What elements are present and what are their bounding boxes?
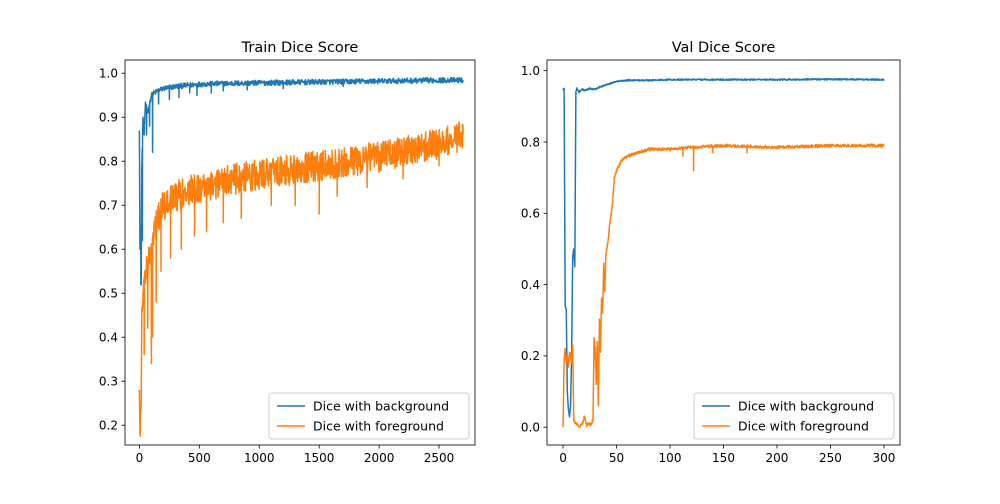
val-y-tick-label: 0.4 xyxy=(521,278,540,292)
val-y-tick-label: 0.2 xyxy=(521,349,540,363)
train-y-tick-label: 1.0 xyxy=(99,67,118,81)
train-legend-label-background: Dice with background xyxy=(313,399,449,414)
train-y-tick-label: 0.9 xyxy=(99,111,118,125)
val-legend: Dice with background Dice with foreground xyxy=(693,392,895,440)
train-series-group xyxy=(138,76,464,437)
val-x-tick-label: 200 xyxy=(766,451,789,465)
train-axes-frame xyxy=(124,59,476,446)
val-chart-title: Val Dice Score xyxy=(672,40,776,56)
train-chart-title: Train Dice Score xyxy=(241,40,359,56)
train-legend: Dice with background Dice with foreground xyxy=(268,392,470,440)
train-x-tick-label: 0 xyxy=(136,451,144,465)
train-x-tick-label: 1500 xyxy=(304,451,335,465)
train-y-tick-label: 0.3 xyxy=(99,375,118,389)
train-y-tick-label: 0.5 xyxy=(99,287,118,301)
val-legend-box xyxy=(693,392,895,440)
val-x-tick-label: 250 xyxy=(819,451,842,465)
val-y-tick-label: 0.8 xyxy=(521,135,540,149)
train-y-tick-label: 0.4 xyxy=(99,331,118,345)
val-legend-label-foreground: Dice with foreground xyxy=(738,419,869,434)
val-x-tick-label: 300 xyxy=(873,451,896,465)
train-x-tick-label: 1000 xyxy=(244,451,275,465)
val-x-tick-label: 150 xyxy=(712,451,735,465)
train-y-tick-label: 0.8 xyxy=(99,155,118,169)
train-x-tick-label: 2500 xyxy=(424,451,455,465)
val-y-tick-label: 1.0 xyxy=(521,64,540,78)
val-series-group xyxy=(562,77,885,429)
val-series-foreground-line xyxy=(562,143,885,429)
val-x-tick-label: 50 xyxy=(609,451,624,465)
train-legend-label-foreground: Dice with foreground xyxy=(313,419,444,434)
val-x-tick-label: 100 xyxy=(659,451,682,465)
train-x-tick-label: 2000 xyxy=(364,451,395,465)
train-y-tick-label: 0.7 xyxy=(99,199,118,213)
train-legend-box xyxy=(268,392,470,440)
val-y-tick-label: 0.0 xyxy=(521,420,540,434)
train-x-tick-label: 500 xyxy=(188,451,211,465)
val-x-tick-label: 0 xyxy=(559,451,567,465)
train-y-tick-label: 0.6 xyxy=(99,243,118,257)
train-series-background-line xyxy=(138,76,464,286)
val-y-tick-label: 0.6 xyxy=(521,207,540,221)
train-series-foreground-line xyxy=(138,121,464,437)
train-y-tick-label: 0.2 xyxy=(99,419,118,433)
val-dice-chart: 0 50 100 150 200 250 300 0.0 0.2 0.4 0.6 0.8 1.0 Val … xyxy=(521,40,901,465)
val-series-background-line xyxy=(562,77,885,418)
val-legend-label-background: Dice with background xyxy=(738,399,874,414)
train-dice-chart: 0 500 1000 1500 2000 2500 0.2 0.3 0.4 0.5 0.6 0.7 0.… xyxy=(99,40,476,465)
